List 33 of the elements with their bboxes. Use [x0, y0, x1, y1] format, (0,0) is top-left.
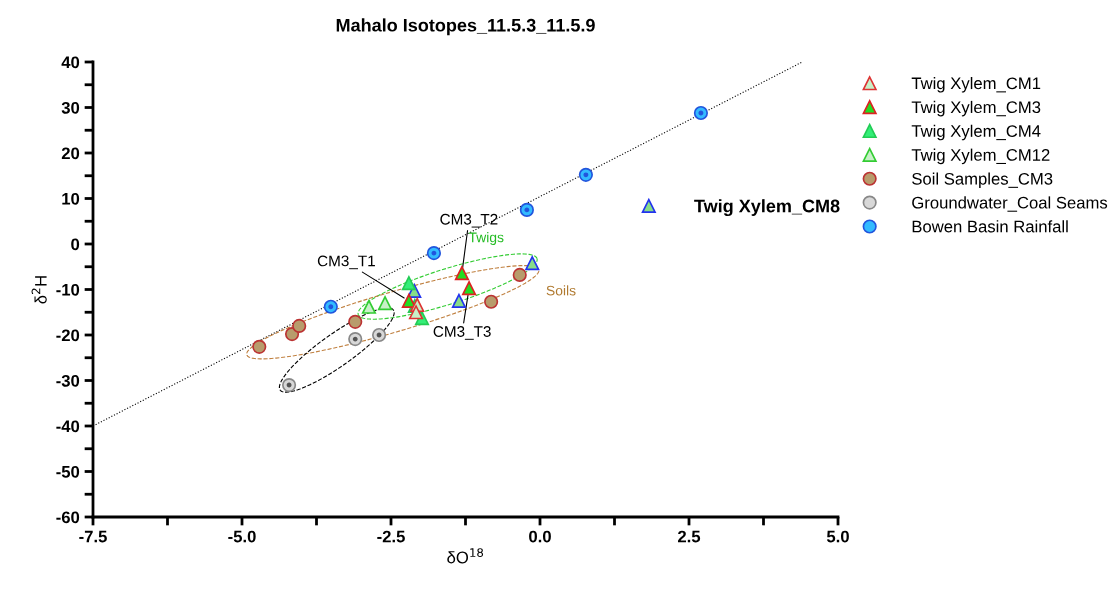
legend-label: Twig Xylem_CM12 — [911, 148, 1050, 165]
x-tick-label: 5.0 — [826, 530, 849, 543]
x-tick-label: -7.5 — [79, 530, 107, 543]
legend-label: Twig Xylem_CM8 — [694, 199, 840, 217]
legend-label: Soil Samples_CM3 — [912, 172, 1053, 189]
legend-label: Bowen Basin Rainfall — [912, 220, 1068, 233]
annotation: CM3_T1 — [317, 255, 375, 270]
legend-label: Twig Xylem_CM3 — [911, 100, 1041, 117]
y-tick-label: -20 — [56, 329, 80, 342]
y-tick-label: -30 — [56, 374, 80, 387]
y-tick-label: 30 — [61, 101, 80, 114]
x-axis-title: δO$^{18}$ — [447, 548, 484, 564]
y-tick-label: -50 — [56, 465, 80, 478]
y-tick-label: 20 — [61, 147, 80, 160]
annotation: CM3_T3 — [433, 326, 491, 340]
x-tick-label: -5.0 — [228, 530, 256, 543]
y-tick-label: -40 — [56, 420, 80, 433]
annotation: Twigs — [468, 232, 504, 246]
annotation: CM3_T2 — [440, 213, 498, 228]
legend-label: Groundwater_Coal Seams — [912, 196, 1108, 212]
annotation: Soils — [546, 285, 576, 296]
y-tick-label: -10 — [56, 283, 80, 296]
legend-label: Twig Xylem_CM4 — [911, 124, 1041, 141]
chart-title: Mahalo Isotopes_11.5.3_11.5.9 — [336, 18, 595, 36]
legend-label: Twig Xylem_CM1 — [911, 77, 1041, 93]
x-tick-label: 0.0 — [529, 530, 551, 543]
y-tick-label: -60 — [56, 511, 80, 524]
y-tick-label: 10 — [62, 192, 80, 205]
y-tick-label: 0 — [71, 238, 80, 251]
y-axis-title: δ$^{2}$H — [31, 276, 47, 304]
y-tick-label: 40 — [61, 56, 80, 69]
x-tick-label: -2.5 — [377, 530, 405, 543]
x-tick-label: 2.5 — [677, 530, 701, 543]
